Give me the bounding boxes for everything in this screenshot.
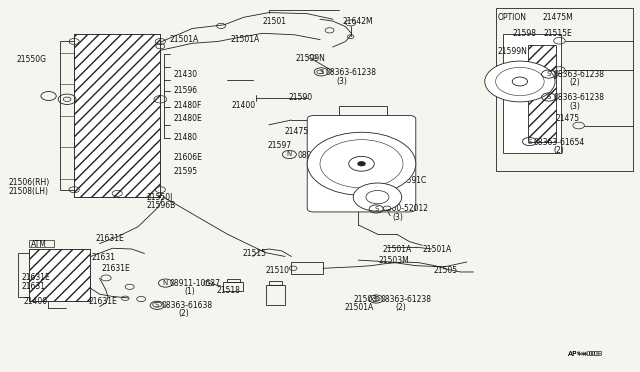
Text: S: S <box>374 296 378 302</box>
Text: 21597: 21597 <box>268 141 292 151</box>
Text: 08363-61654: 08363-61654 <box>534 138 585 147</box>
Text: 21480E: 21480E <box>173 114 202 123</box>
Text: N: N <box>163 280 168 286</box>
Text: 21501A: 21501A <box>170 35 199 44</box>
Text: 21400: 21400 <box>232 101 256 110</box>
Text: 08363-61238: 08363-61238 <box>325 68 376 77</box>
Text: (3): (3) <box>309 160 320 169</box>
FancyBboxPatch shape <box>307 116 416 212</box>
Text: S: S <box>319 69 323 75</box>
Circle shape <box>358 161 365 166</box>
Bar <box>266 285 285 305</box>
Circle shape <box>307 132 416 195</box>
Text: 21596: 21596 <box>173 86 197 95</box>
Bar <box>29 249 90 301</box>
Text: 21515E: 21515E <box>543 29 572 38</box>
Text: AP*∗003: AP*∗003 <box>568 350 601 356</box>
Text: (3): (3) <box>569 102 580 111</box>
Bar <box>74 34 161 197</box>
Text: 21606E: 21606E <box>173 153 202 161</box>
Text: (1): (1) <box>184 287 195 296</box>
Text: 21501A: 21501A <box>344 303 374 312</box>
Text: 08363-61238: 08363-61238 <box>553 93 604 102</box>
Text: 21590: 21590 <box>288 93 312 102</box>
Text: (2): (2) <box>178 310 189 318</box>
Text: S: S <box>547 94 551 100</box>
Text: 21591: 21591 <box>383 147 406 156</box>
Text: (2): (2) <box>396 303 406 312</box>
Text: OPTION: OPTION <box>497 13 527 22</box>
Bar <box>227 279 239 282</box>
Bar <box>339 106 387 134</box>
Bar <box>527 45 556 141</box>
Text: AP∗∗003: AP∗∗003 <box>568 350 604 356</box>
Bar <box>223 282 243 291</box>
Bar <box>29 249 90 301</box>
Text: 21503M: 21503M <box>379 256 410 265</box>
Text: 21400: 21400 <box>23 297 47 306</box>
Text: 21599N: 21599N <box>497 47 527 56</box>
Bar <box>503 34 561 153</box>
Text: 21599N: 21599N <box>296 54 326 62</box>
Text: S: S <box>527 138 532 145</box>
Text: 21631E: 21631E <box>95 234 124 243</box>
Text: 21631: 21631 <box>21 282 45 291</box>
Text: 21501: 21501 <box>262 17 287 26</box>
Text: 21595: 21595 <box>173 167 197 176</box>
Text: S: S <box>155 302 159 308</box>
Text: 21591C: 21591C <box>398 176 427 185</box>
Text: 08911-10637: 08911-10637 <box>170 279 221 288</box>
Text: (3): (3) <box>392 213 403 222</box>
Text: 08363-61638: 08363-61638 <box>162 301 212 310</box>
Text: 21506(RH): 21506(RH) <box>8 178 50 187</box>
Text: 21501A: 21501A <box>383 245 412 254</box>
Text: N: N <box>287 151 292 157</box>
Circle shape <box>353 183 402 211</box>
Bar <box>18 253 29 297</box>
Text: (3): (3) <box>336 77 347 86</box>
Text: 21510: 21510 <box>266 266 290 275</box>
Text: S: S <box>547 71 551 77</box>
Text: 21631E: 21631E <box>89 297 118 306</box>
Text: 21505: 21505 <box>434 266 458 275</box>
Text: 21631E: 21631E <box>102 264 131 273</box>
Text: 08363-61238: 08363-61238 <box>381 295 431 304</box>
Text: 21592: 21592 <box>383 164 406 173</box>
Text: 21501A: 21501A <box>422 245 451 254</box>
Text: 21480: 21480 <box>173 132 197 142</box>
Text: 21631: 21631 <box>92 253 115 262</box>
Text: 21480F: 21480F <box>173 101 202 110</box>
Bar <box>291 262 323 274</box>
Text: 21430: 21430 <box>173 70 197 79</box>
Text: 08363-61238: 08363-61238 <box>553 70 604 79</box>
Text: 08914-10500: 08914-10500 <box>298 151 349 160</box>
Text: 21598: 21598 <box>513 29 537 38</box>
Circle shape <box>484 61 555 102</box>
Text: 21508(LH): 21508(LH) <box>8 187 49 196</box>
Bar <box>74 34 161 197</box>
Text: 21631E: 21631E <box>21 273 50 282</box>
Bar <box>269 281 282 285</box>
Text: 21503: 21503 <box>353 295 378 304</box>
Text: 21550G: 21550G <box>17 55 47 64</box>
Text: 21518: 21518 <box>216 286 241 295</box>
Text: S: S <box>374 206 378 212</box>
Text: 21501A: 21501A <box>230 35 260 44</box>
Text: (2): (2) <box>553 146 564 155</box>
Text: 21475: 21475 <box>285 126 309 136</box>
Text: 21642M: 21642M <box>342 17 373 26</box>
Text: (2): (2) <box>569 78 580 87</box>
Text: 21475: 21475 <box>555 114 579 123</box>
Bar <box>60 41 74 190</box>
Text: 21475M: 21475M <box>542 13 573 22</box>
Bar <box>495 8 633 171</box>
Bar <box>29 240 54 247</box>
Text: ATM: ATM <box>31 240 47 249</box>
Text: 21596B: 21596B <box>147 201 175 210</box>
Text: 08360-52012: 08360-52012 <box>378 205 428 214</box>
Text: 21515: 21515 <box>242 249 266 258</box>
Text: 21550J: 21550J <box>147 193 173 202</box>
